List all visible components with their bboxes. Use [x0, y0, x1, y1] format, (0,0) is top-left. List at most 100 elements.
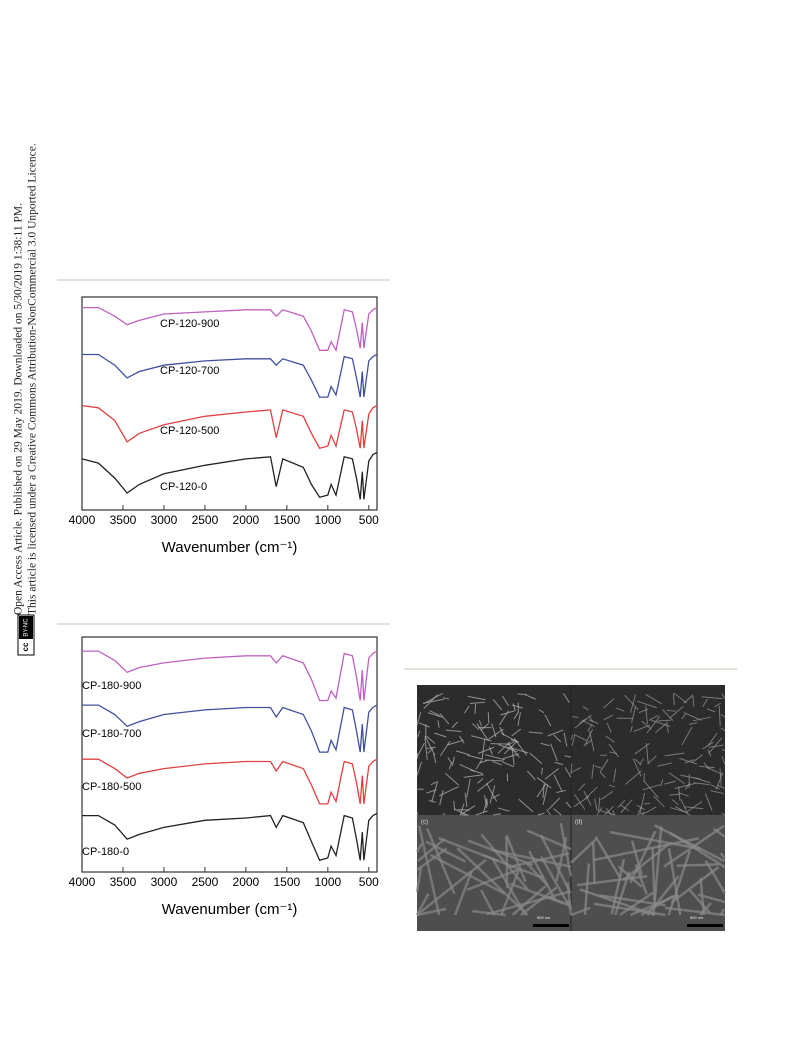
sem-texture	[655, 721, 669, 734]
sem-texture	[692, 695, 695, 707]
sem-texture	[416, 907, 447, 917]
sem-texture	[425, 840, 466, 863]
sem-texture	[704, 793, 713, 811]
sem-image: (c) (d) 500 nm 500 nm	[415, 685, 727, 931]
sem-texture	[475, 759, 482, 770]
sem-texture	[537, 812, 545, 816]
sem-texture	[553, 774, 563, 792]
sem-texture	[640, 894, 674, 917]
sem-texture	[466, 778, 471, 798]
sem-texture	[593, 836, 700, 862]
sem-texture	[669, 831, 726, 869]
sem-texture	[442, 697, 450, 700]
sem-texture	[708, 744, 724, 748]
sem-texture	[416, 752, 419, 759]
sem-texture	[513, 737, 528, 756]
sem-texture	[563, 732, 568, 747]
sem-texture	[603, 714, 614, 721]
sem-texture	[431, 781, 439, 803]
x-tick-label: 2500	[192, 875, 219, 889]
sem-texture	[466, 868, 519, 891]
sem-texture	[600, 790, 614, 801]
sem-texture	[693, 782, 710, 786]
sem-texture	[701, 696, 723, 700]
sem-texture	[536, 783, 547, 798]
sem-texture	[570, 734, 574, 740]
x-tick-label: 500	[359, 875, 379, 889]
sem-texture	[684, 759, 695, 764]
sem-texture	[588, 719, 599, 725]
sem-texture	[541, 767, 543, 775]
sem-texture	[617, 865, 643, 888]
sem-texture	[485, 798, 489, 806]
sem-texture	[688, 722, 698, 725]
sem-texture	[688, 889, 711, 914]
sem-texture	[670, 866, 720, 904]
sem-texture	[439, 789, 444, 806]
sem-texture	[424, 735, 436, 756]
sem-texture	[583, 739, 593, 747]
sem-texture	[517, 712, 521, 726]
sem-texture	[634, 758, 642, 766]
sem-texture	[469, 701, 485, 704]
sem-texture	[680, 774, 701, 780]
series-label: CP-180-0	[82, 846, 129, 858]
sem-texture	[439, 740, 451, 757]
sem-texture	[704, 860, 727, 894]
spectrum	[82, 650, 378, 702]
sem-texture	[501, 695, 509, 707]
sem-texture	[657, 762, 672, 767]
sem-texture	[570, 766, 582, 773]
series-label: CP-180-700	[82, 728, 141, 740]
spectrum	[82, 758, 378, 805]
sem-texture	[439, 713, 450, 725]
sem-texture	[559, 822, 573, 877]
sidebar-line: Open Access Article. Published on 29 May…	[13, 203, 25, 615]
sem-texture	[416, 711, 422, 726]
sem-texture	[539, 855, 573, 911]
sem-texture	[603, 698, 615, 709]
sem-texture	[499, 726, 505, 736]
plot-frame	[81, 296, 378, 511]
sem-texture	[636, 811, 645, 816]
sem-texture	[416, 743, 425, 758]
sem-texture	[553, 808, 562, 816]
badge-cc: cc	[21, 642, 30, 651]
sem-texture	[472, 723, 480, 730]
sem-texture	[529, 752, 543, 765]
series-label: CP-180-500	[82, 781, 141, 793]
sem-texture	[456, 847, 529, 916]
sem-texture	[536, 777, 552, 789]
sem-texture	[566, 882, 573, 916]
sem-texture	[717, 784, 726, 789]
sem-texture	[527, 770, 536, 781]
spectrum	[82, 704, 378, 753]
sem-texture	[467, 754, 483, 760]
sem-texture	[451, 721, 459, 729]
sem-texture	[608, 784, 616, 788]
sem-texture	[464, 792, 468, 807]
sem-texture	[720, 714, 726, 718]
sem-texture	[648, 714, 659, 721]
panel-label: (d)	[575, 820, 582, 826]
badge-text: BY-NC	[24, 618, 30, 637]
sem-texture	[579, 888, 656, 917]
sem-texture	[478, 720, 483, 727]
sem-texture	[553, 734, 562, 743]
sem-texture	[577, 874, 648, 887]
sem-texture	[634, 743, 650, 755]
sem-texture	[678, 792, 689, 797]
sem-texture	[445, 729, 462, 733]
sem-texture	[485, 759, 504, 762]
sem-texture	[639, 792, 646, 814]
sem-texture	[681, 713, 687, 720]
sem-texture	[517, 693, 527, 695]
sem-texture	[554, 761, 564, 766]
sem-texture	[486, 782, 498, 802]
sem-texture	[692, 716, 711, 722]
sem-texture	[447, 757, 452, 763]
sem-texture	[502, 753, 520, 760]
sem-texture	[418, 722, 430, 728]
x-tick-label: 4000	[69, 875, 96, 889]
